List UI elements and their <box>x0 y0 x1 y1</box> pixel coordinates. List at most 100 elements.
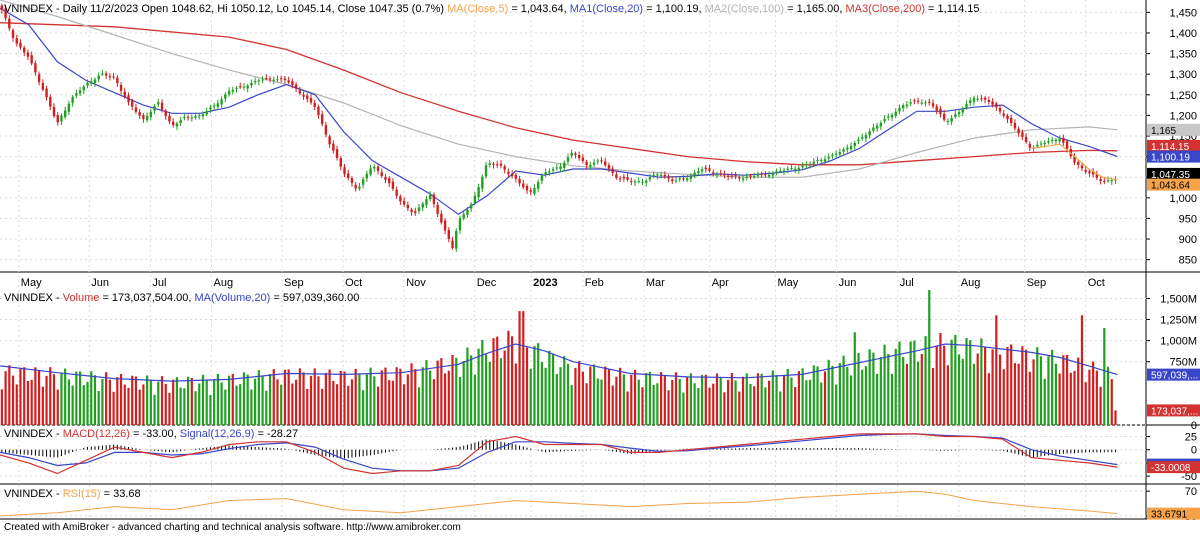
candle-body <box>551 169 555 171</box>
candle-body <box>924 102 927 104</box>
volume-bar <box>380 370 383 425</box>
volume-bar <box>563 356 566 425</box>
price-tick-label: 1,000 <box>1169 193 1197 205</box>
volume-bar <box>801 368 804 425</box>
volume-bar <box>652 384 655 425</box>
candle-body <box>231 89 234 92</box>
volume-bar <box>86 381 89 425</box>
price-header-part: = 1,165.00, <box>784 3 845 15</box>
candle-body <box>723 173 726 176</box>
candle-body <box>52 106 56 116</box>
candle-body <box>767 174 771 177</box>
price-header-part: VNINDEX - Daily 11/2/2023 Open 1048.62, … <box>4 3 447 15</box>
volume-bar <box>19 368 22 425</box>
rsi-header-part: VNINDEX - <box>4 488 63 500</box>
volume-bar <box>246 374 249 425</box>
volume-bar <box>879 357 882 425</box>
candle-body <box>451 240 454 248</box>
volume-bar <box>645 372 648 425</box>
candle-body <box>268 78 272 80</box>
macd-header-part: = -33.00, <box>130 428 180 440</box>
candle-body <box>425 199 428 205</box>
volume-last-value-label: 173,037,... <box>1151 406 1198 417</box>
volume-bar <box>522 311 525 425</box>
volume-bar <box>1017 363 1020 425</box>
candle-body <box>242 86 246 88</box>
candle-body <box>149 111 153 118</box>
month-label: Sep <box>1027 277 1047 289</box>
volume-bar <box>417 387 421 425</box>
volume-bar <box>440 358 443 425</box>
price-tick-label: 1,350 <box>1169 49 1197 61</box>
volume-bar <box>131 375 134 425</box>
volume-bar <box>1088 369 1091 425</box>
candle-body <box>201 114 205 117</box>
candle-body <box>659 175 663 177</box>
volume-bar <box>399 368 402 425</box>
volume-bar <box>525 347 529 425</box>
candle-body <box>160 102 164 110</box>
volume-bar <box>242 372 246 425</box>
volume-bar <box>90 371 93 425</box>
volume-bar <box>306 388 309 425</box>
volume-bar <box>704 374 707 425</box>
candle-body <box>317 106 320 116</box>
volume-tick-label: 0 <box>1191 420 1197 432</box>
candle-body <box>265 77 268 79</box>
volume-bar <box>1077 357 1080 425</box>
volume-bar <box>369 367 372 425</box>
volume-bar <box>343 371 346 425</box>
candle-body <box>820 159 823 161</box>
volume-bar <box>1092 361 1095 425</box>
volume-bar <box>175 377 179 425</box>
candle-body <box>961 108 964 113</box>
volume-bar <box>898 341 901 425</box>
volume-bar <box>592 364 596 425</box>
volume-bar <box>779 391 782 425</box>
volume-bar <box>589 366 592 425</box>
candle-body <box>589 164 592 167</box>
candle-body <box>831 154 834 156</box>
price-last-value-label: 1,047.35 <box>1151 170 1190 181</box>
candle-body <box>4 8 7 19</box>
candle-body <box>1077 161 1080 165</box>
volume-bar <box>887 354 890 425</box>
volume-bar <box>470 355 473 425</box>
volume-bar <box>924 336 927 425</box>
volume-bar <box>309 375 313 425</box>
candle-body <box>592 162 596 165</box>
volume-bar <box>1002 369 1005 425</box>
volume-bar <box>611 385 614 425</box>
candle-body <box>313 102 316 107</box>
candle-body <box>741 178 745 180</box>
candle-body <box>194 116 197 118</box>
candle-body <box>26 52 30 57</box>
candle-body <box>216 103 220 107</box>
candle-body <box>328 136 331 145</box>
candle-body <box>533 187 536 194</box>
candle-body <box>760 173 763 175</box>
candle-body <box>104 73 108 76</box>
candle-body <box>756 175 760 177</box>
candle-body <box>734 175 737 177</box>
candle-body <box>991 101 994 105</box>
volume-bar <box>1103 327 1106 425</box>
volume-bar <box>808 379 812 425</box>
volume-bar <box>883 344 886 425</box>
volume-bar <box>753 386 756 425</box>
rsi-last-value-tag <box>1147 507 1200 520</box>
volume-bar <box>257 370 260 425</box>
month-label: Jun <box>91 277 109 289</box>
volume-bar <box>861 369 864 425</box>
volume-bar <box>56 389 59 425</box>
candle-body <box>1110 180 1113 182</box>
volume-bar <box>831 365 834 425</box>
volume-bar <box>969 340 972 425</box>
volume-bar <box>52 374 56 425</box>
price-last-value-label: 1,165 <box>1151 126 1176 137</box>
volume-bar <box>362 390 365 425</box>
volume-bar <box>656 383 659 425</box>
candle-body <box>536 182 540 189</box>
volume-bar <box>15 384 18 425</box>
volume-header-part: = 173,037,504.00, <box>99 292 194 304</box>
